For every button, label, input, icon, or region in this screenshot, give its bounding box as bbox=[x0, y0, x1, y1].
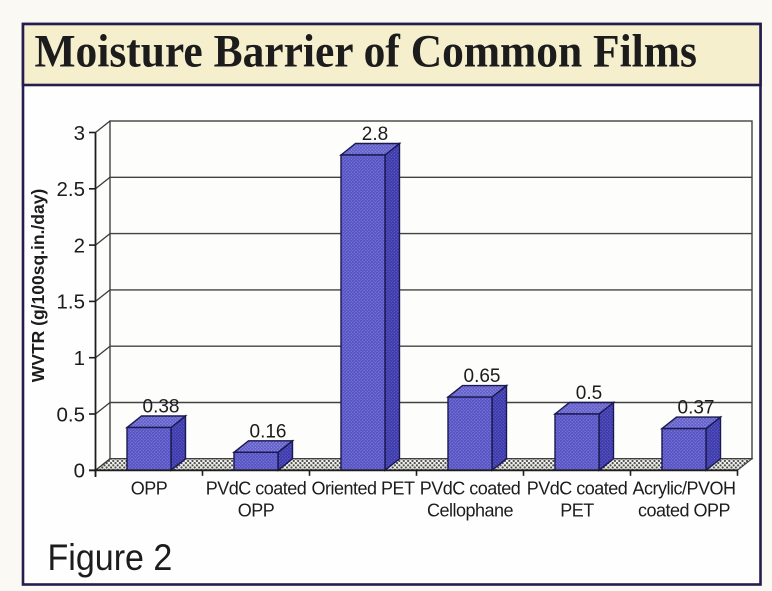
svg-text:Acrylic/PVOH: Acrylic/PVOH bbox=[632, 479, 735, 499]
svg-text:OPP: OPP bbox=[131, 479, 168, 499]
svg-text:WVTR (g/100sq.in./day): WVTR (g/100sq.in./day) bbox=[28, 189, 48, 383]
svg-text:0.16: 0.16 bbox=[250, 421, 287, 442]
svg-text:Cellophane: Cellophane bbox=[427, 501, 514, 521]
svg-text:coated OPP: coated OPP bbox=[638, 501, 731, 521]
svg-text:2.8: 2.8 bbox=[362, 124, 388, 145]
svg-text:OPP: OPP bbox=[238, 501, 275, 521]
svg-text:1: 1 bbox=[74, 347, 85, 370]
svg-text:0.38: 0.38 bbox=[143, 397, 180, 418]
svg-text:2: 2 bbox=[74, 234, 85, 257]
svg-text:PVdC coated: PVdC coated bbox=[527, 479, 628, 499]
svg-text:Oriented PET: Oriented PET bbox=[311, 479, 415, 499]
svg-text:Figure 2: Figure 2 bbox=[48, 537, 173, 579]
svg-text:0.37: 0.37 bbox=[678, 398, 715, 419]
svg-text:0.5: 0.5 bbox=[576, 383, 602, 404]
svg-text:PVdC coated: PVdC coated bbox=[206, 479, 307, 499]
svg-text:0.5: 0.5 bbox=[57, 403, 86, 426]
svg-text:PET: PET bbox=[560, 501, 594, 521]
svg-text:Moisture Barrier of Common Fil: Moisture Barrier of Common Films bbox=[35, 25, 697, 77]
svg-text:0: 0 bbox=[74, 460, 85, 483]
svg-text:3: 3 bbox=[74, 122, 85, 145]
svg-text:2.5: 2.5 bbox=[57, 178, 86, 201]
svg-text:0.65: 0.65 bbox=[464, 366, 501, 387]
svg-text:1.5: 1.5 bbox=[57, 291, 86, 314]
svg-text:PVdC coated: PVdC coated bbox=[420, 479, 521, 499]
